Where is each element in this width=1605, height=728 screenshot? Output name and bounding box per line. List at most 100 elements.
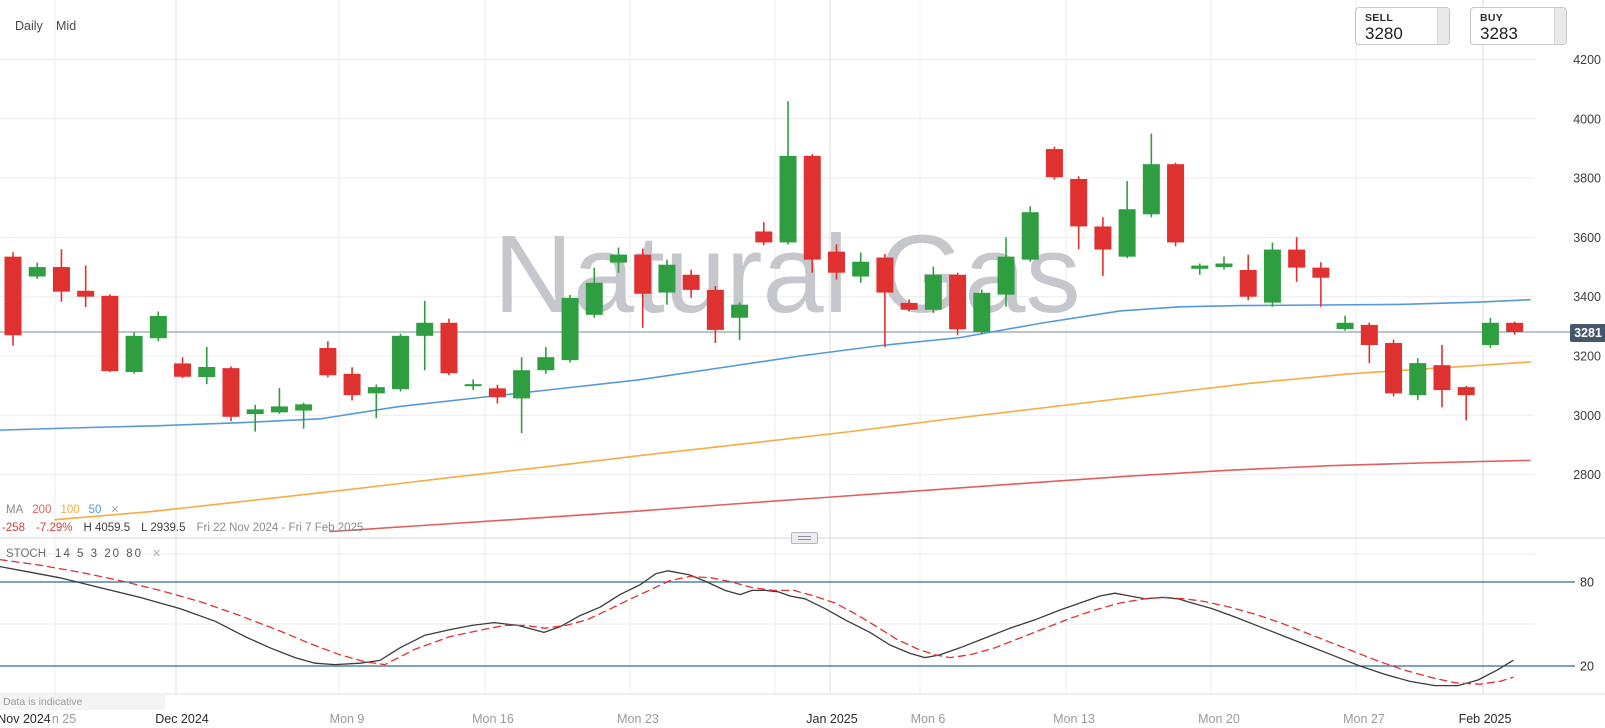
candle-29	[706, 289, 724, 330]
buy-stepper-strip[interactable]	[1554, 8, 1566, 44]
candle-54	[1312, 267, 1330, 278]
candle-33	[803, 155, 821, 260]
candle-39	[949, 274, 967, 330]
candle-44	[1070, 178, 1088, 227]
candle-18	[440, 322, 458, 374]
candle-27	[658, 264, 676, 293]
candle-4	[101, 295, 119, 372]
date-range: Fri 22 Nov 2024 - Fri 7 Feb 2025	[196, 522, 364, 534]
candle-28	[682, 274, 700, 290]
candle-45	[1094, 226, 1112, 250]
candle-3	[77, 290, 95, 297]
buy-label: BUY	[1480, 12, 1504, 24]
svg-text:Nov 2024: Nov 2024	[0, 712, 51, 726]
candle-9	[222, 368, 240, 417]
chart-toolbar: Daily Mid	[0, 0, 1605, 57]
candle-2	[52, 267, 70, 292]
ma-period-100: 100	[60, 504, 80, 516]
buy-price: 3283	[1480, 24, 1518, 43]
candle-1	[28, 267, 46, 277]
candle-19	[464, 384, 482, 387]
svg-text:Mon 9: Mon 9	[330, 712, 365, 726]
candle-52	[1263, 249, 1281, 303]
svg-text:3600: 3600	[1573, 231, 1601, 245]
ma-label: MA	[6, 504, 24, 516]
candle-12	[295, 404, 313, 411]
candle-35	[852, 261, 870, 277]
timeframe-button[interactable]: Daily	[15, 19, 43, 33]
svg-text:Mon 13: Mon 13	[1053, 712, 1095, 726]
candle-61	[1481, 322, 1499, 346]
panel-resize-handle[interactable]	[791, 532, 818, 544]
candle-23	[561, 297, 579, 361]
svg-text:Jan 2025: Jan 2025	[806, 712, 857, 726]
candle-51	[1239, 270, 1257, 297]
candle-57	[1385, 342, 1403, 394]
svg-text:2800: 2800	[1573, 468, 1601, 482]
svg-text:Mon 27: Mon 27	[1343, 712, 1385, 726]
candle-22	[537, 357, 555, 371]
candle-25	[610, 254, 627, 263]
sell-button[interactable]: SELL 3280	[1355, 7, 1450, 45]
candle-38	[924, 274, 942, 310]
candle-53	[1288, 249, 1306, 268]
candle-36	[876, 257, 894, 293]
candle-30	[731, 304, 749, 318]
price-change: -258	[2, 522, 26, 534]
sell-label: SELL	[1365, 12, 1394, 24]
candle-55	[1336, 322, 1354, 330]
sell-stepper-strip[interactable]	[1437, 8, 1449, 44]
candle-10	[246, 409, 264, 415]
sell-price: 3280	[1365, 24, 1403, 43]
svg-text:3000: 3000	[1573, 409, 1601, 423]
svg-text:20: 20	[1580, 660, 1594, 674]
svg-text:Mon 23: Mon 23	[617, 712, 659, 726]
svg-text:4000: 4000	[1573, 112, 1601, 126]
svg-text:Feb 2025: Feb 2025	[1459, 712, 1512, 726]
candle-40	[973, 292, 991, 332]
price-change-pct: -7.29%	[36, 522, 73, 534]
price-info-row: -258 -7.29% H 4059.5 L 2939.5 Fri 22 Nov 202…	[2, 522, 374, 534]
candle-49	[1191, 265, 1209, 269]
ma-indicator-legend: MA 200 100 50 ✕	[6, 503, 129, 516]
buy-button[interactable]: BUY 3283	[1470, 7, 1567, 45]
candle-37	[900, 302, 918, 310]
ma-period-200: 200	[32, 504, 52, 516]
svg-text:Mon 20: Mon 20	[1198, 712, 1240, 726]
current-price-tag: 3281	[1570, 324, 1605, 342]
candle-48	[1167, 164, 1185, 243]
stoch-close-icon[interactable]: ✕	[152, 548, 162, 560]
candle-41	[997, 256, 1015, 295]
stoch-label: STOCH	[6, 548, 47, 560]
stoch-indicator-legend: STOCH 14 5 3 20 80 ✕	[6, 547, 170, 560]
candle-8	[198, 366, 216, 378]
candle-62	[1506, 322, 1524, 332]
svg-text:3200: 3200	[1573, 350, 1601, 364]
price-type-button[interactable]: Mid	[56, 19, 77, 33]
svg-text:n 25: n 25	[52, 712, 76, 726]
candle-13	[319, 347, 337, 376]
candle-15	[367, 387, 385, 394]
candle-14	[343, 373, 361, 396]
candle-42	[1021, 212, 1039, 260]
candle-21	[513, 370, 531, 399]
candle-56	[1360, 324, 1378, 346]
data-indicative-note: Data is indicative	[0, 694, 165, 710]
candle-17	[416, 322, 434, 336]
candle-7	[174, 363, 192, 377]
ma-period-50: 50	[88, 504, 102, 516]
period-low: L 2939.5	[141, 522, 186, 534]
ma-close-icon[interactable]: ✕	[110, 504, 120, 516]
candle-26	[634, 254, 652, 294]
candle-20	[488, 388, 506, 398]
candle-60	[1457, 387, 1475, 396]
candle-43	[1045, 149, 1063, 178]
svg-text:Mon 16: Mon 16	[472, 712, 514, 726]
candle-11	[270, 406, 288, 413]
svg-text:Dec 2024: Dec 2024	[155, 712, 209, 726]
svg-text:3400: 3400	[1573, 290, 1601, 304]
svg-text:80: 80	[1580, 576, 1594, 590]
candle-50	[1215, 263, 1233, 268]
